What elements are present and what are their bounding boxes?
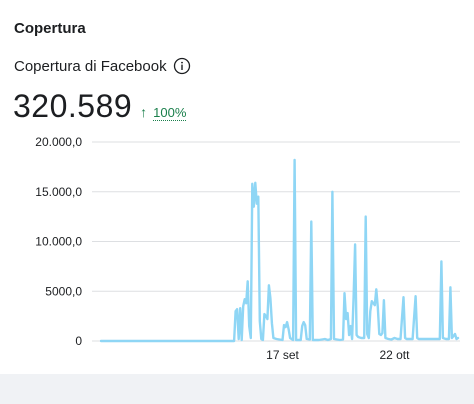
reach-chart: 0 5000,0 10.000,0 15.000,0 20.000,0 17 set 22 … bbox=[35, 135, 460, 362]
series-line bbox=[99, 158, 460, 343]
metric-label: Copertura di Facebook bbox=[14, 57, 167, 75]
y-tick-label: 10.000,0 bbox=[35, 235, 82, 249]
delta-badge[interactable]: ↑ 100% bbox=[140, 104, 187, 121]
x-tick-label: 17 set bbox=[266, 348, 299, 362]
y-tick-label: 15.000,0 bbox=[35, 185, 82, 199]
x-tick-label: 22 ott bbox=[379, 348, 410, 362]
metric-header: Copertura di Facebook bbox=[14, 57, 191, 75]
info-icon[interactable] bbox=[173, 57, 191, 75]
footer-band bbox=[0, 374, 474, 404]
arrow-up-icon: ↑ bbox=[140, 104, 148, 120]
metric-value-row: 320.589 ↑ 100% bbox=[13, 88, 187, 125]
y-tick-label: 20.000,0 bbox=[35, 135, 82, 149]
y-tick-label: 0 bbox=[75, 334, 82, 348]
section-title: Copertura bbox=[14, 20, 86, 37]
metric-value: 320.589 bbox=[13, 88, 133, 124]
delta-percent: 100% bbox=[153, 105, 187, 121]
y-tick-label: 5000,0 bbox=[45, 284, 82, 298]
